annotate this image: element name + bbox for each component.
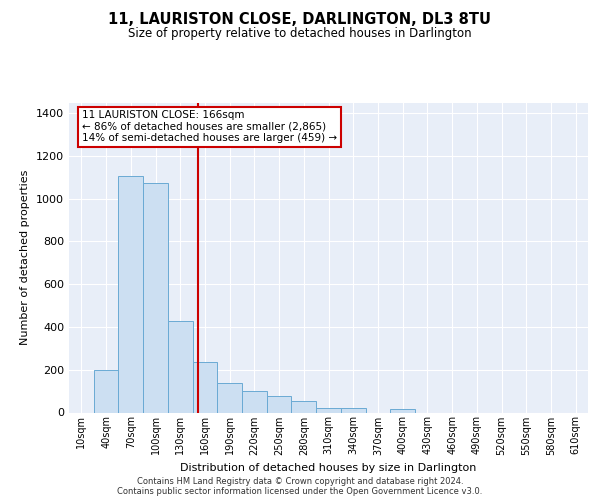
Bar [118,176,143,412]
Bar [341,408,365,412]
Text: Contains public sector information licensed under the Open Government Licence v3: Contains public sector information licen… [118,487,482,496]
Y-axis label: Number of detached properties: Number of detached properties [20,170,31,345]
Bar [316,408,341,412]
Bar [242,391,267,412]
Text: Contains HM Land Registry data © Crown copyright and database right 2024.: Contains HM Land Registry data © Crown c… [137,477,463,486]
Bar [267,396,292,412]
Text: 11, LAURISTON CLOSE, DARLINGTON, DL3 8TU: 11, LAURISTON CLOSE, DARLINGTON, DL3 8TU [109,12,491,28]
X-axis label: Distribution of detached houses by size in Darlington: Distribution of detached houses by size … [181,463,476,473]
Text: 11 LAURISTON CLOSE: 166sqm
← 86% of detached houses are smaller (2,865)
14% of s: 11 LAURISTON CLOSE: 166sqm ← 86% of deta… [82,110,337,144]
Bar [193,362,217,412]
Text: Size of property relative to detached houses in Darlington: Size of property relative to detached ho… [128,28,472,40]
Bar [168,320,193,412]
Bar [217,382,242,412]
Bar [94,370,118,412]
Bar [390,408,415,412]
Bar [143,182,168,412]
Bar [292,400,316,412]
